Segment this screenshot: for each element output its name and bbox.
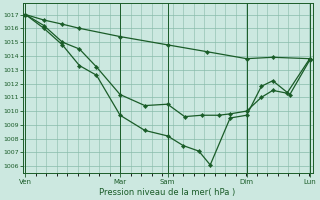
X-axis label: Pression niveau de la mer( hPa ): Pression niveau de la mer( hPa ) [100,188,236,197]
